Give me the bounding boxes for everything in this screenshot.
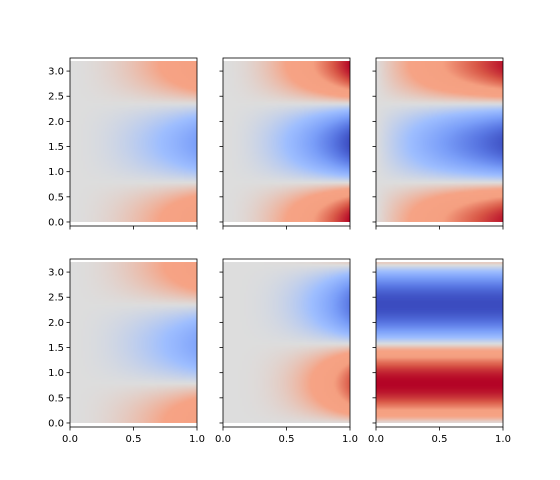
y-tick-label: 0.0	[48, 418, 64, 429]
subplot-1-0: 0.0 0.5 1.0 0.0 0.5 1.0 1.5 2.0 2.5 3.0	[48, 258, 205, 445]
x-tick-label: 0.0	[62, 434, 78, 445]
y-tick-label: 2.5	[48, 293, 64, 304]
y-tick-label: 2.0	[48, 318, 64, 329]
y-tick-label: 3.0	[48, 268, 64, 279]
y-tick-label: 1.0	[48, 368, 64, 379]
heatmap-image	[223, 61, 350, 222]
y-tick-label: 1.5	[48, 343, 64, 354]
heatmap-image	[70, 262, 197, 423]
y-tick-label: 2.5	[48, 92, 64, 103]
y-tick-label: 0.5	[48, 393, 64, 404]
x-tick-label: 0.5	[279, 434, 295, 445]
heatmap-image	[223, 262, 350, 423]
x-tick-label: 1.0	[495, 434, 511, 445]
x-tick-label: 0.5	[432, 434, 448, 445]
subplot-1-1: 0.0 0.5 1.0	[215, 258, 358, 445]
subplot-0-2	[372, 57, 504, 230]
x-tick-label: 0.0	[215, 434, 231, 445]
y-tick-label: 0.0	[48, 217, 64, 228]
subplot-1-2: 0.0 0.5 1.0	[368, 258, 511, 445]
x-tick-label: 0.0	[368, 434, 384, 445]
x-tick-label: 1.0	[342, 434, 358, 445]
y-tick-label: 2.0	[48, 117, 64, 128]
y-tick-label: 1.0	[48, 167, 64, 178]
subplot-0-0: 0.0 0.5 1.0 1.5 2.0 2.5 3.0	[48, 57, 198, 230]
x-tick-label: 0.5	[126, 434, 142, 445]
heatmap-image	[70, 61, 197, 222]
heatmap-image	[376, 262, 503, 423]
heatmap-image	[376, 61, 503, 222]
subplot-0-1	[219, 57, 351, 230]
x-tick-label: 1.0	[189, 434, 205, 445]
y-tick-label: 0.5	[48, 192, 64, 203]
y-tick-label: 3.0	[48, 67, 64, 78]
y-tick-label: 1.5	[48, 142, 64, 153]
